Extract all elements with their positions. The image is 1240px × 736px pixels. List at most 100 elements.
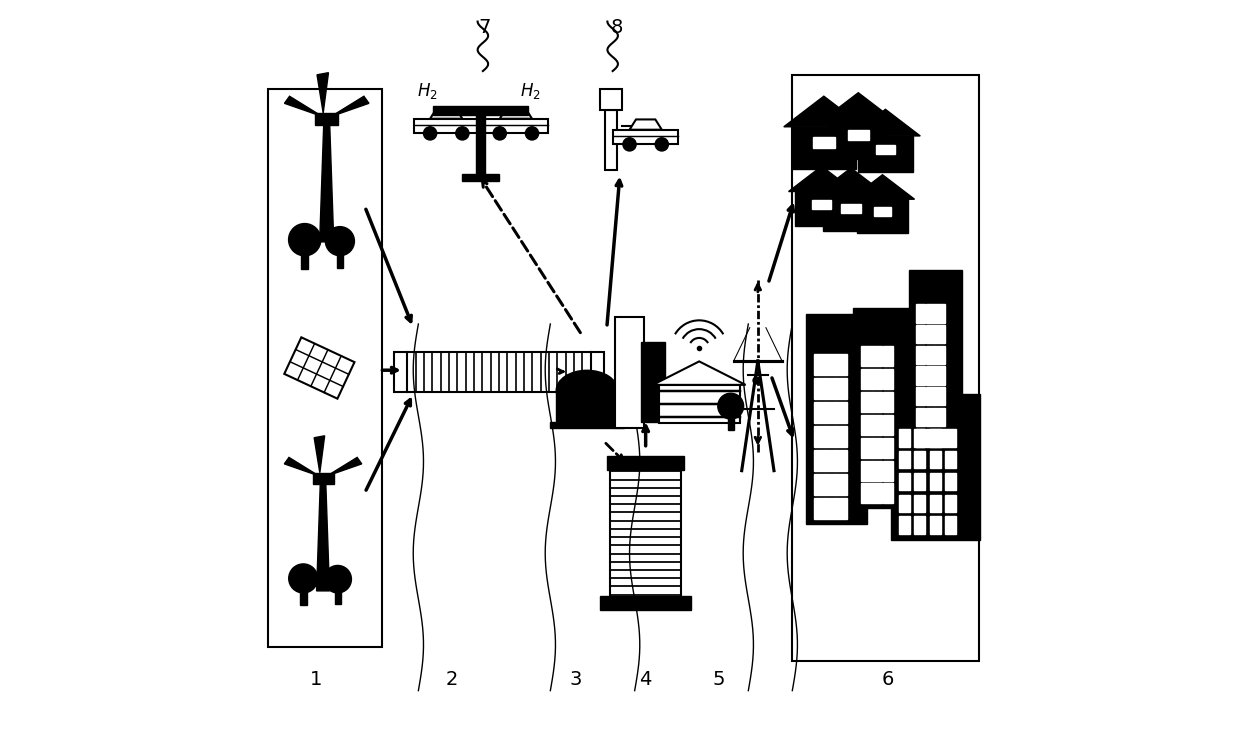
Polygon shape [899, 517, 910, 534]
Polygon shape [463, 174, 498, 181]
Polygon shape [500, 108, 532, 118]
Polygon shape [825, 354, 836, 375]
Polygon shape [812, 200, 831, 209]
Polygon shape [926, 305, 935, 322]
Polygon shape [945, 473, 956, 490]
Polygon shape [812, 137, 835, 148]
Polygon shape [331, 96, 370, 116]
Polygon shape [630, 119, 662, 130]
Polygon shape [813, 354, 825, 375]
Polygon shape [312, 473, 334, 484]
Polygon shape [590, 352, 604, 392]
Polygon shape [784, 96, 864, 127]
Polygon shape [883, 438, 893, 458]
Polygon shape [945, 429, 956, 447]
Polygon shape [813, 498, 825, 519]
Polygon shape [935, 325, 945, 343]
Polygon shape [795, 191, 848, 226]
Polygon shape [914, 517, 925, 534]
Polygon shape [600, 89, 622, 110]
Polygon shape [930, 451, 941, 468]
Polygon shape [792, 127, 856, 169]
Polygon shape [823, 194, 879, 231]
Text: 5: 5 [713, 670, 725, 689]
Polygon shape [658, 385, 739, 423]
Polygon shape [822, 93, 895, 121]
Circle shape [494, 127, 506, 140]
Polygon shape [841, 204, 861, 213]
Circle shape [324, 565, 351, 593]
Polygon shape [813, 426, 825, 447]
Circle shape [718, 393, 744, 419]
Polygon shape [872, 461, 883, 481]
Polygon shape [872, 484, 883, 503]
Polygon shape [945, 495, 956, 512]
Polygon shape [899, 451, 910, 468]
Polygon shape [899, 495, 910, 512]
Polygon shape [858, 136, 914, 172]
Polygon shape [825, 474, 836, 495]
Polygon shape [314, 436, 325, 473]
Polygon shape [935, 367, 945, 385]
Polygon shape [792, 75, 980, 661]
Polygon shape [837, 378, 847, 399]
Polygon shape [930, 473, 941, 490]
Polygon shape [837, 354, 847, 375]
Polygon shape [916, 346, 925, 364]
Polygon shape [851, 110, 920, 136]
Polygon shape [909, 270, 962, 451]
Polygon shape [476, 115, 485, 174]
Circle shape [325, 227, 355, 255]
Polygon shape [806, 314, 867, 524]
Polygon shape [268, 89, 382, 647]
Polygon shape [873, 208, 892, 216]
Polygon shape [861, 369, 872, 389]
Polygon shape [899, 429, 910, 447]
Polygon shape [890, 394, 980, 539]
Polygon shape [935, 428, 945, 447]
Polygon shape [935, 305, 945, 322]
Text: 2: 2 [445, 670, 458, 689]
Polygon shape [830, 121, 888, 159]
Polygon shape [914, 429, 925, 447]
Polygon shape [926, 367, 935, 385]
Polygon shape [557, 391, 618, 422]
Polygon shape [926, 387, 935, 406]
Circle shape [526, 127, 538, 140]
Polygon shape [916, 305, 925, 322]
Circle shape [655, 138, 668, 151]
Polygon shape [914, 451, 925, 468]
Text: 7: 7 [479, 18, 491, 37]
Polygon shape [875, 145, 895, 154]
Polygon shape [914, 495, 925, 512]
Polygon shape [853, 308, 911, 509]
Polygon shape [857, 199, 908, 233]
Polygon shape [825, 426, 836, 447]
Polygon shape [935, 387, 945, 406]
Polygon shape [930, 429, 941, 447]
Polygon shape [837, 498, 847, 519]
Circle shape [456, 127, 469, 140]
Circle shape [424, 127, 436, 140]
Polygon shape [930, 517, 941, 534]
Text: 3: 3 [570, 670, 583, 689]
Polygon shape [916, 325, 925, 343]
Polygon shape [600, 596, 692, 610]
Polygon shape [728, 415, 734, 430]
Text: $H_2$: $H_2$ [417, 81, 438, 101]
Polygon shape [926, 428, 935, 447]
Polygon shape [551, 422, 624, 428]
Polygon shape [316, 478, 330, 591]
Polygon shape [883, 369, 893, 389]
Polygon shape [926, 408, 935, 426]
Polygon shape [883, 346, 893, 366]
Polygon shape [652, 361, 745, 385]
Polygon shape [899, 473, 910, 490]
Polygon shape [872, 438, 883, 458]
Text: 1: 1 [310, 670, 322, 689]
Polygon shape [816, 168, 885, 194]
Polygon shape [916, 408, 925, 426]
Polygon shape [317, 73, 329, 113]
Polygon shape [916, 367, 925, 385]
Polygon shape [825, 402, 836, 423]
